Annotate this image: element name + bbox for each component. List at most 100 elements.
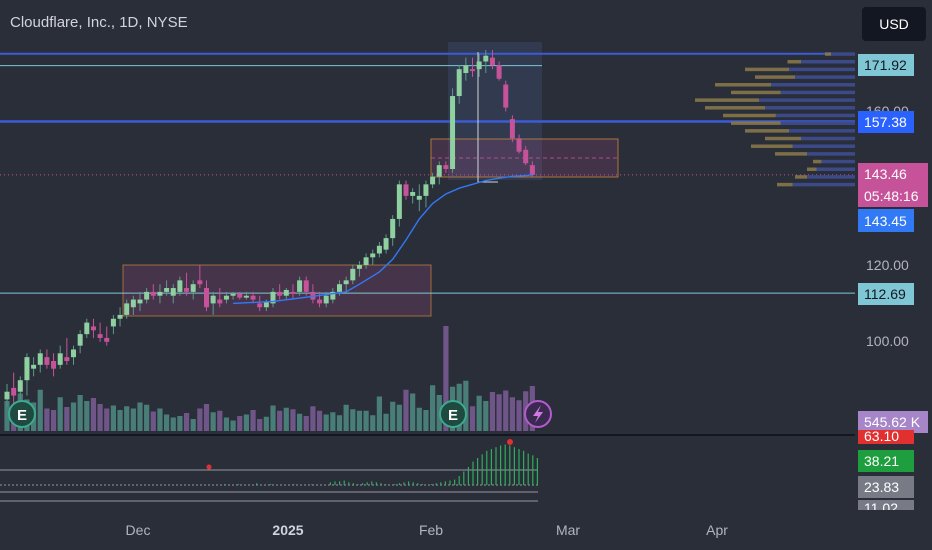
candle-body-27 — [184, 288, 190, 292]
volume-bar-40 — [270, 405, 276, 431]
candle-23 — [157, 284, 163, 304]
candle-body-13 — [90, 326, 96, 331]
candle-body-29 — [197, 280, 203, 285]
x-tick-feb: Feb — [418, 522, 444, 538]
candle-body-62 — [416, 195, 422, 200]
candle-71 — [476, 53, 482, 77]
volume-bar-45 — [303, 416, 309, 431]
candle-body-24 — [164, 288, 170, 292]
candle-body-34 — [230, 293, 236, 296]
candle-body-28 — [190, 284, 196, 292]
chart-title: Cloudflare, Inc., 1D, NYSE — [10, 14, 188, 31]
candle-body-64 — [430, 176, 436, 185]
candle-65 — [436, 161, 442, 185]
candle-64 — [430, 172, 436, 189]
volume-bar-7 — [50, 410, 57, 431]
candle-body-18 — [124, 303, 130, 315]
candle-body-23 — [157, 291, 163, 296]
candle-body-36 — [243, 295, 249, 298]
candle-55 — [370, 249, 376, 265]
candle-body-57 — [383, 238, 389, 250]
candle-body-77 — [516, 138, 522, 152]
candle-52 — [350, 265, 356, 285]
currency-button[interactable]: USD — [862, 7, 926, 41]
candle-body-22 — [150, 291, 156, 296]
lightning-icon — [524, 400, 552, 428]
candle-body-55 — [370, 253, 376, 258]
volume-bar-18 — [124, 406, 130, 431]
oscillator-signal-dot-1 — [206, 464, 212, 470]
volume-bar-15 — [104, 408, 110, 431]
candle-body-37 — [250, 295, 256, 300]
resistance-price-label: 157.38 — [858, 111, 914, 133]
volume-bar-62 — [416, 407, 422, 431]
candle-40 — [270, 288, 276, 308]
volume-bar-17 — [117, 410, 123, 431]
moving-average-line — [233, 174, 533, 305]
volume-profile-overlay-15 — [807, 167, 817, 171]
candle-33 — [223, 291, 229, 304]
oscillator-label-c: 23.83 — [858, 476, 914, 498]
candle-body-42 — [283, 289, 289, 296]
volume-bar-31 — [210, 412, 216, 431]
volume-bar-36 — [243, 414, 249, 431]
candle-body-4 — [31, 364, 37, 369]
volume-profile-overlay-8 — [723, 113, 776, 118]
candle-body-45 — [303, 280, 309, 292]
volume-bar-57 — [383, 413, 389, 431]
candle-body-61 — [410, 192, 416, 196]
candle-body-32 — [217, 299, 223, 304]
volume-bar-39 — [263, 416, 269, 431]
candle-body-44 — [297, 280, 303, 292]
candle-body-51 — [343, 280, 349, 285]
candle-body-52 — [350, 268, 356, 281]
candle-36 — [243, 291, 249, 300]
candle-57 — [383, 234, 389, 254]
candle-body-6 — [44, 357, 50, 365]
volume-profile-overlay-9 — [731, 121, 781, 125]
candle-5 — [37, 349, 43, 373]
volume-bar-29 — [197, 408, 203, 431]
candle-body-35 — [237, 293, 243, 298]
candle-body-71 — [476, 61, 482, 70]
candle-body-76 — [509, 119, 515, 139]
candle-body-30 — [204, 288, 209, 308]
candle-9 — [64, 337, 70, 365]
volume-profile-overlay-3 — [755, 75, 795, 79]
candle-body-14 — [97, 334, 103, 338]
candle-77 — [516, 134, 522, 154]
volume-bar-77 — [516, 400, 522, 431]
candle-74 — [496, 61, 502, 81]
volume-bar-61 — [410, 393, 416, 431]
candle-37 — [250, 291, 256, 304]
volume-profile-overlay-16 — [795, 175, 807, 179]
volume-bar-23 — [157, 408, 163, 431]
oscillator-pane — [0, 439, 539, 502]
candle-body-15 — [104, 337, 110, 342]
candle-body-70 — [470, 69, 475, 72]
volume-bar-47 — [316, 410, 323, 431]
consolidation-zone — [122, 264, 432, 317]
volume-bar-50 — [336, 415, 343, 431]
candle-6 — [44, 349, 50, 369]
candle-21 — [144, 288, 150, 304]
countdown-label: 05:48:16 — [858, 185, 928, 207]
volume-bar-34 — [230, 420, 236, 431]
candle-body-53 — [356, 265, 362, 269]
candle-28 — [190, 280, 196, 300]
candle-body-75 — [503, 84, 509, 108]
candle-body-73 — [489, 57, 495, 66]
candle-67 — [450, 88, 456, 173]
candle-35 — [237, 291, 243, 300]
volume-profile-bar-8 — [775, 113, 855, 118]
candle-14 — [97, 322, 103, 342]
volume-bar-14 — [97, 404, 103, 431]
candle-body-21 — [144, 291, 150, 300]
volume-bar-55 — [370, 415, 376, 431]
volume-bar-56 — [376, 396, 382, 431]
volume-bar-59 — [396, 404, 402, 431]
candle-76 — [509, 115, 515, 143]
volume-profile-bar-9 — [780, 121, 855, 125]
volume-bar-41 — [277, 410, 283, 431]
